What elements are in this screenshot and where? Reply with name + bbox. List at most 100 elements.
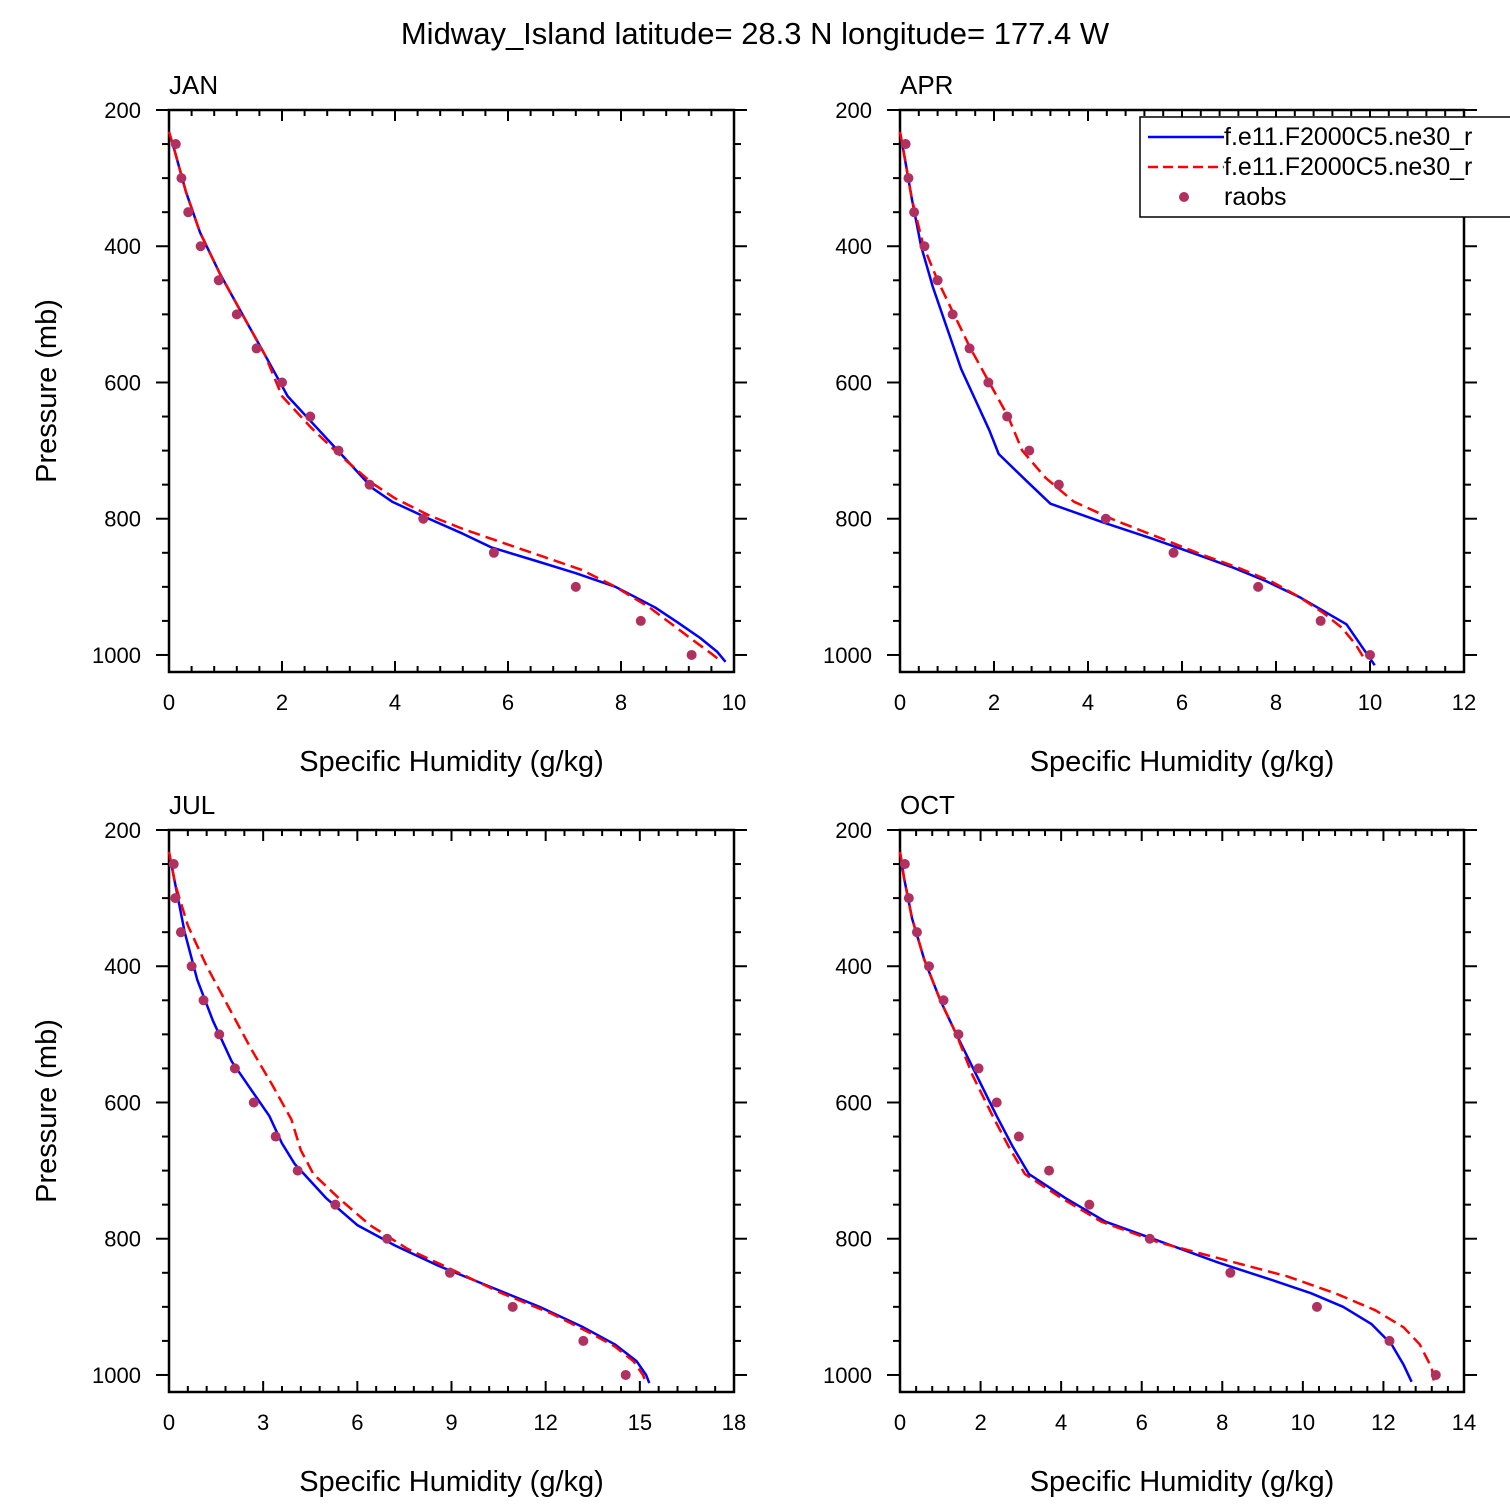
x-tick-label: 12 [1452,690,1476,715]
raobs-point [953,1029,964,1040]
raobs-point [686,649,697,660]
x-tick-label: 15 [628,1410,652,1435]
raobs-point [330,1199,341,1210]
x-tick-label: 6 [1136,1410,1148,1435]
y-tick-label: 400 [835,954,872,979]
series-line-dashed [167,851,648,1384]
legend-label: f.e11.F2000C5.ne30_r [1224,123,1472,151]
raobs-point [909,207,920,218]
raobs-point [947,309,958,320]
raobs-point [1225,1267,1236,1278]
x-tick-label: 2 [276,690,288,715]
raobs-point [900,139,911,150]
raobs-point [186,961,197,972]
x-tick-label: 4 [1055,1410,1067,1435]
y-axis-label: Pressure (mb) [31,1019,63,1203]
raobs-point [231,309,242,320]
raobs-point [983,377,994,388]
raobs-point [919,241,930,252]
y-tick-label: 800 [104,507,141,532]
x-tick-label: 9 [445,1410,457,1435]
y-tick-label: 400 [835,234,872,259]
raobs-point [991,1097,1002,1108]
raobs-point [175,927,186,938]
x-axis-label: Specific Humidity (g/kg) [299,1466,604,1498]
x-tick-label: 6 [1176,690,1188,715]
panel-jan: 0 2 4 6 8 10 200 400 600 800 1000 Specific Humidity… [31,70,747,778]
y-tick-label: 600 [104,370,141,395]
raobs-point [229,1063,240,1074]
plot-frame [898,828,1466,1394]
x-tick-label: 10 [1291,1410,1315,1435]
raobs-point [1084,1199,1095,1210]
raobs-point [924,961,935,972]
x-tick-label: 6 [351,1410,363,1435]
x-tick-label: 6 [502,690,514,715]
panel-label: APR [900,70,953,100]
raobs-point [444,1267,455,1278]
y-tick-label: 200 [104,98,141,123]
x-tick-label: 2 [988,690,1000,715]
series-line-dashed [898,131,1367,662]
raobs-point [213,275,224,286]
raobs-point [170,139,181,150]
raobs-point [578,1335,589,1346]
panel-jul: 0 3 6 9 12 15 18 200 400 600 800 1000 Specific Humid… [31,790,747,1498]
x-tick-label: 14 [1452,1410,1476,1435]
raobs-point [214,1029,225,1040]
raobs-point [1384,1335,1395,1346]
series-line-dashed [167,131,721,662]
y-tick-label: 1000 [92,643,141,668]
legend: f.e11.F2000C5.ne30_rf.e11.F2000C5.ne30_r… [1139,116,1510,218]
raobs-point [183,207,194,218]
y-axis-label: Pressure (mb) [31,299,63,483]
raobs-point [277,377,287,388]
y-tick-label: 600 [835,370,872,395]
raobs-point [903,893,914,904]
x-axis-label: Specific Humidity (g/kg) [1030,1466,1335,1498]
raobs-point [270,1131,281,1142]
y-tick-label: 200 [835,98,872,123]
raobs-point [176,173,187,184]
panel-label: OCT [900,790,955,820]
panel-label: JAN [169,70,218,100]
figure-title: Midway_Island latitude= 28.3 N longitude… [401,16,1110,51]
raobs-point [903,173,914,184]
raobs-point [418,513,429,524]
raobs-point [570,581,581,592]
x-tick-label: 2 [974,1410,986,1435]
raobs-point [1253,581,1264,592]
raobs-point [507,1301,518,1312]
raobs-point [1315,615,1326,626]
raobs-point [1168,547,1179,558]
raobs-point [170,893,181,904]
x-axis-label: Specific Humidity (g/kg) [1030,746,1335,778]
raobs-point [168,859,179,870]
raobs-point [195,241,206,252]
panel-oct: 0 2 4 6 8 10 12 14 200 400 600 800 1000 Specific Humi… [823,790,1477,1498]
y-tick-label: 600 [835,1090,872,1115]
x-tick-label: 10 [722,690,746,715]
x-axis-label: Specific Humidity (g/kg) [299,746,604,778]
plot-frame [167,108,736,674]
raobs-point [1044,1165,1055,1176]
raobs-point [488,547,499,558]
raobs-point [248,1097,259,1108]
x-tick-label: 0 [894,1410,906,1435]
legend-label: f.e11.F2000C5.ne30_r [1224,153,1472,181]
raobs-point [932,275,943,286]
raobs-point [1144,1233,1155,1244]
y-tick-label: 800 [104,1227,141,1252]
raobs-point [1013,1131,1024,1142]
y-tick-label: 200 [104,818,141,843]
raobs-point [1311,1301,1322,1312]
y-tick-label: 800 [835,1227,872,1252]
series-line-dashed [898,851,1436,1382]
y-tick-label: 400 [104,234,141,259]
raobs-point [1430,1369,1441,1380]
legend-label: raobs [1224,183,1287,211]
x-tick-label: 10 [1358,690,1382,715]
raobs-point [964,343,975,354]
